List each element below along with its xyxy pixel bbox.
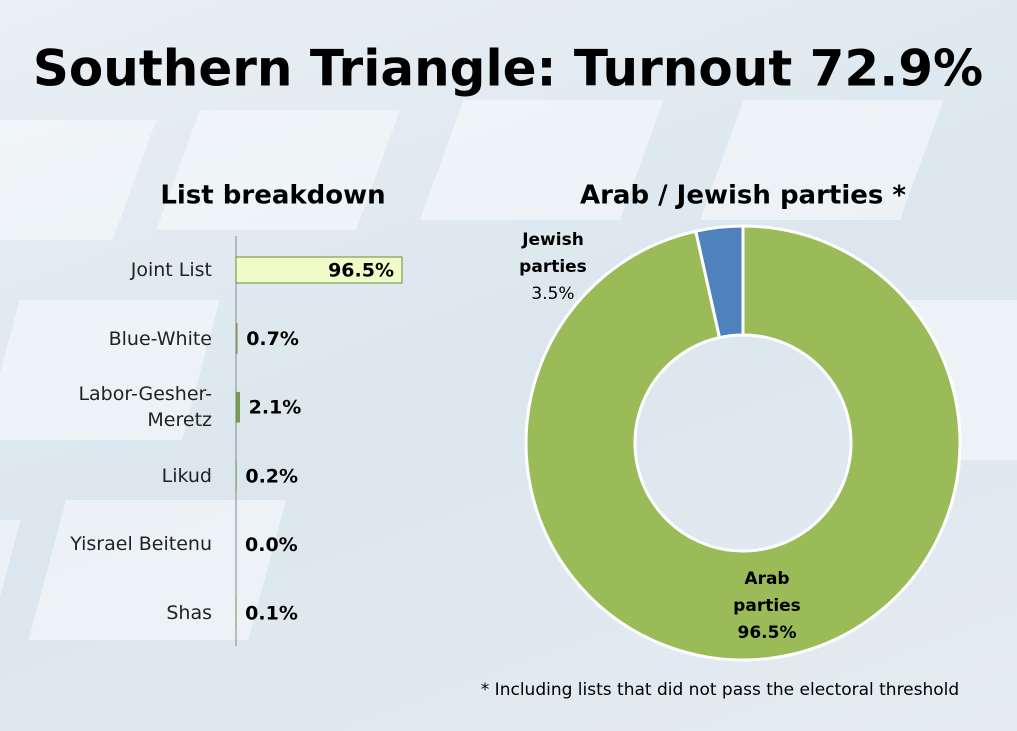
donut-segment — [524, 224, 962, 662]
category-label: Joint List — [130, 259, 212, 281]
donut-chart-title: Arab / Jewish parties * — [580, 181, 906, 211]
bar — [235, 391, 240, 423]
bar — [235, 323, 238, 354]
segment-label: Arab parties 96.5% — [733, 569, 801, 643]
value-label: 0.1% — [245, 603, 298, 625]
segment-label: Jewish parties 3.5% — [519, 230, 587, 304]
segment-value: 96.5% — [738, 623, 797, 643]
category-label: Shas — [166, 602, 212, 624]
value-label: 0.0% — [245, 534, 298, 556]
value-label: 2.1% — [249, 397, 302, 419]
segment-word: Arab — [744, 569, 789, 589]
segment-category: Jewish parties — [519, 230, 587, 277]
bar-chart-title: List breakdown — [160, 181, 385, 211]
segment-value: 3.5% — [531, 284, 574, 304]
value-label: 0.2% — [245, 465, 298, 487]
value-label: 0.7% — [246, 328, 299, 350]
category-label: Blue-White — [108, 327, 212, 350]
category-label: Likud — [161, 464, 212, 487]
segment-category: Arab parties — [733, 569, 801, 616]
category-label: Labor-Gesher-Meretz — [78, 383, 212, 432]
value-label: 96.5% — [328, 260, 394, 282]
segment-word: parties — [519, 257, 587, 277]
segment-word: Jewish — [521, 230, 584, 250]
category-label: Yisrael Beitenu — [70, 533, 212, 556]
footnote: * Including lists that did not pass the … — [481, 680, 959, 700]
segment-word: parties — [733, 596, 801, 616]
bar — [235, 256, 403, 284]
slide-title: Southern Triangle: Turnout 72.9% — [33, 40, 983, 98]
